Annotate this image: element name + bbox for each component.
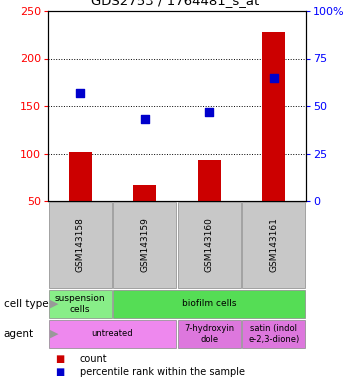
Text: GDS2753 / 1764481_s_at: GDS2753 / 1764481_s_at (91, 0, 259, 7)
Text: cell type: cell type (4, 299, 48, 309)
Bar (49, 290, 112, 318)
Text: percentile rank within the sample: percentile rank within the sample (79, 367, 245, 377)
Text: ■: ■ (55, 367, 64, 377)
Text: untreated: untreated (92, 329, 133, 339)
Bar (133, 185, 156, 201)
Text: suspension
cells: suspension cells (55, 294, 106, 314)
Bar (178, 202, 241, 288)
Bar (113, 202, 176, 288)
Text: 7-hydroxyin
dole: 7-hydroxyin dole (184, 324, 234, 344)
Text: GSM143158: GSM143158 (76, 218, 85, 272)
Text: GSM143160: GSM143160 (205, 218, 214, 272)
Text: ▶: ▶ (50, 329, 58, 339)
Text: count: count (79, 354, 107, 364)
Text: biofilm cells: biofilm cells (182, 300, 237, 308)
Bar (113, 290, 305, 318)
Bar (262, 32, 285, 201)
Bar (49, 202, 112, 288)
Text: ▶: ▶ (50, 299, 58, 309)
Bar (242, 202, 305, 288)
Text: GSM143161: GSM143161 (269, 218, 278, 272)
Text: ■: ■ (55, 354, 64, 364)
Bar (69, 152, 92, 201)
Text: agent: agent (4, 329, 34, 339)
Point (77, 89, 83, 96)
Point (142, 116, 148, 122)
Bar (242, 319, 305, 348)
Text: GSM143159: GSM143159 (140, 218, 149, 272)
Text: satin (indol
e-2,3-dione): satin (indol e-2,3-dione) (248, 324, 299, 344)
Point (206, 109, 212, 115)
Point (271, 74, 277, 81)
Bar (198, 160, 220, 201)
Bar (178, 319, 241, 348)
Bar (49, 319, 176, 348)
